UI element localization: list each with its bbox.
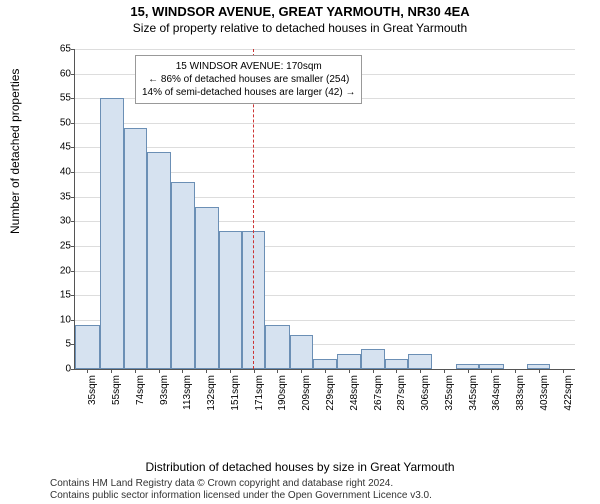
y-tick-mark — [71, 271, 75, 272]
histogram-bar — [313, 359, 336, 369]
y-tick-label: 20 — [47, 265, 71, 276]
y-tick-mark — [71, 98, 75, 99]
histogram-bar — [385, 359, 408, 369]
x-tick-mark — [420, 369, 421, 373]
copyright-line-1: Contains HM Land Registry data © Crown c… — [50, 478, 590, 490]
x-tick-mark — [111, 369, 112, 373]
y-tick-mark — [71, 221, 75, 222]
x-tick-label: 113sqm — [182, 375, 184, 410]
x-tick-label: 229sqm — [325, 375, 327, 411]
x-tick-label: 151sqm — [230, 375, 232, 411]
x-tick-label: 403sqm — [539, 375, 541, 411]
x-tick-label: 287sqm — [396, 375, 398, 411]
x-tick-label: 209sqm — [301, 375, 303, 411]
histogram-bar — [124, 128, 147, 369]
y-tick-label: 50 — [47, 117, 71, 128]
y-tick-mark — [71, 172, 75, 173]
chart-title-1: 15, WINDSOR AVENUE, GREAT YARMOUTH, NR30… — [0, 4, 600, 19]
copyright-line-2: Contains public sector information licen… — [50, 490, 590, 502]
y-tick-mark — [71, 74, 75, 75]
gridline-h — [75, 147, 575, 148]
x-tick-mark — [254, 369, 255, 373]
x-tick-mark — [491, 369, 492, 373]
x-tick-label: 171sqm — [254, 375, 256, 411]
annotation-line-1: 15 WINDSOR AVENUE: 170sqm — [142, 60, 355, 73]
histogram-bar — [265, 325, 290, 369]
histogram-bar — [75, 325, 100, 369]
x-tick-label: 93sqm — [159, 375, 161, 405]
y-tick-mark — [71, 295, 75, 296]
x-tick-mark — [396, 369, 397, 373]
histogram-bar — [337, 354, 362, 369]
x-tick-mark — [444, 369, 445, 373]
x-tick-mark — [373, 369, 374, 373]
x-tick-mark — [230, 369, 231, 373]
gridline-h — [75, 49, 575, 50]
gridline-h — [75, 123, 575, 124]
y-tick-mark — [71, 320, 75, 321]
x-tick-label: 267sqm — [373, 375, 375, 411]
y-tick-label: 25 — [47, 240, 71, 251]
y-tick-label: 0 — [47, 364, 71, 375]
x-tick-label: 248sqm — [349, 375, 351, 411]
y-tick-mark — [71, 246, 75, 247]
annotation-line-2: ← 86% of detached houses are smaller (25… — [142, 73, 355, 86]
x-tick-label: 74sqm — [135, 375, 137, 405]
y-tick-mark — [71, 123, 75, 124]
y-tick-label: 55 — [47, 93, 71, 104]
x-tick-label: 35sqm — [87, 375, 89, 405]
x-tick-mark — [159, 369, 160, 373]
histogram-bar — [100, 98, 125, 369]
y-tick-label: 35 — [47, 191, 71, 202]
histogram-bar — [147, 152, 170, 369]
y-tick-label: 5 — [47, 339, 71, 350]
y-tick-label: 60 — [47, 68, 71, 79]
y-tick-mark — [71, 147, 75, 148]
histogram-bar — [195, 207, 218, 369]
x-tick-label: 422sqm — [563, 375, 565, 411]
x-tick-mark — [539, 369, 540, 373]
plot-region: 0510152025303540455055606535sqm55sqm74sq… — [74, 49, 575, 370]
x-tick-label: 345sqm — [468, 375, 470, 411]
histogram-bar — [290, 335, 313, 369]
x-axis-label: Distribution of detached houses by size … — [0, 460, 600, 474]
chart-title-2: Size of property relative to detached ho… — [0, 21, 600, 35]
x-tick-mark — [301, 369, 302, 373]
y-tick-mark — [71, 369, 75, 370]
y-tick-mark — [71, 197, 75, 198]
x-tick-mark — [325, 369, 326, 373]
x-tick-mark — [206, 369, 207, 373]
x-tick-label: 190sqm — [277, 375, 279, 411]
y-tick-label: 45 — [47, 142, 71, 153]
x-tick-mark — [135, 369, 136, 373]
histogram-bar — [361, 349, 384, 369]
x-tick-mark — [87, 369, 88, 373]
histogram-bar — [408, 354, 433, 369]
x-tick-mark — [182, 369, 183, 373]
x-tick-label: 306sqm — [420, 375, 422, 411]
x-tick-label: 325sqm — [444, 375, 446, 411]
chart-area: 0510152025303540455055606535sqm55sqm74sq… — [50, 49, 580, 429]
y-axis-label: Number of detached properties — [8, 69, 22, 234]
x-tick-mark — [349, 369, 350, 373]
x-tick-label: 132sqm — [206, 375, 208, 411]
x-tick-mark — [277, 369, 278, 373]
histogram-bar — [219, 231, 242, 369]
y-tick-label: 65 — [47, 44, 71, 55]
y-tick-label: 30 — [47, 216, 71, 227]
x-tick-label: 55sqm — [111, 375, 113, 405]
y-tick-label: 40 — [47, 167, 71, 178]
x-tick-mark — [468, 369, 469, 373]
x-tick-mark — [563, 369, 564, 373]
copyright-notice: Contains HM Land Registry data © Crown c… — [50, 478, 590, 502]
histogram-bar — [171, 182, 196, 369]
annotation-box: 15 WINDSOR AVENUE: 170sqm ← 86% of detac… — [135, 55, 362, 104]
annotation-line-3: 14% of semi-detached houses are larger (… — [142, 86, 355, 99]
x-tick-label: 383sqm — [515, 375, 517, 411]
y-tick-label: 15 — [47, 290, 71, 301]
y-tick-mark — [71, 49, 75, 50]
x-tick-label: 364sqm — [491, 375, 493, 411]
y-tick-label: 10 — [47, 314, 71, 325]
x-tick-mark — [515, 369, 516, 373]
